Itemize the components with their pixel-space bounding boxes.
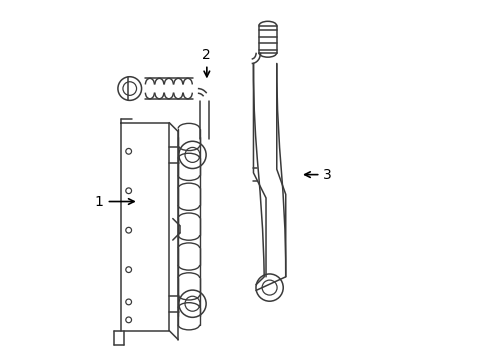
Text: 2: 2	[202, 48, 211, 77]
Text: 3: 3	[304, 168, 331, 182]
Text: 1: 1	[95, 194, 134, 208]
